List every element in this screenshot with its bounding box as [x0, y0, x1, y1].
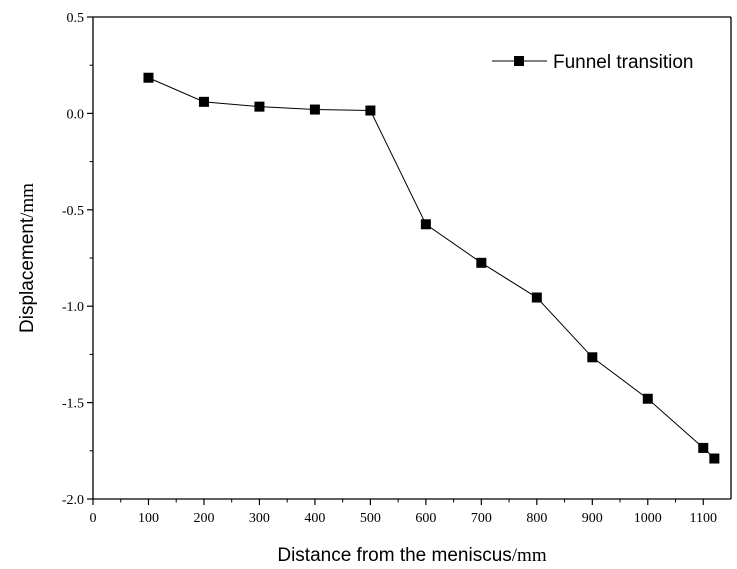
data-point-marker [309, 104, 320, 115]
series-layer [143, 72, 720, 464]
y-axis-label: Displacement/mm [17, 183, 38, 333]
x-tick-label: 200 [193, 511, 214, 526]
x-axis-ticks: 0 100 200 300 400 500 600 700 800 900 1000 1100 [90, 499, 717, 526]
legend-marker [514, 56, 524, 66]
data-point-marker [365, 105, 376, 116]
x-tick-label: 100 [138, 511, 159, 526]
x-axis-unit: /mm [512, 545, 547, 566]
x-tick-label: 800 [526, 511, 547, 526]
y-tick-label: 0.5 [67, 11, 85, 26]
data-point-marker [642, 393, 653, 404]
x-axis-label: Distance from the meniscus/mm [277, 545, 546, 566]
x-tick-label: 0 [90, 511, 97, 526]
x-tick-label: 400 [304, 511, 325, 526]
x-tick-label: 300 [249, 511, 270, 526]
legend: Funnel transition [492, 52, 693, 73]
data-point-marker [476, 257, 487, 268]
y-axis-unit: /mm [17, 183, 38, 218]
x-tick-label: 500 [360, 511, 381, 526]
y-axis-label-text: Displacement [17, 217, 38, 333]
data-point-marker [198, 96, 209, 107]
x-tick-label: 1000 [634, 511, 662, 526]
x-tick-label: 600 [415, 511, 436, 526]
y-axis-ticks: -2.0 -1.5 -1.0 -0.5 0.0 0.5 [62, 11, 93, 508]
legend-label: Funnel transition [553, 52, 693, 73]
x-tick-label: 900 [582, 511, 603, 526]
data-point-marker [420, 219, 431, 230]
data-point-marker [698, 442, 709, 453]
data-point-marker [587, 352, 598, 363]
x-tick-label: 1100 [690, 511, 717, 526]
data-point-marker [531, 292, 542, 303]
x-axis-label-text: Distance from the meniscus [277, 545, 511, 566]
x-tick-label: 700 [471, 511, 492, 526]
plot-frame [92, 16, 732, 500]
y-tick-label: -0.5 [62, 204, 84, 219]
data-point-marker [709, 453, 720, 464]
y-tick-label: -1.0 [62, 300, 84, 315]
y-tick-label: -2.0 [62, 493, 84, 508]
y-tick-label: 0.0 [67, 107, 85, 122]
y-tick-label: -1.5 [62, 397, 84, 412]
series-line [148, 77, 715, 459]
data-point-marker [254, 101, 265, 112]
data-point-marker [143, 72, 154, 83]
